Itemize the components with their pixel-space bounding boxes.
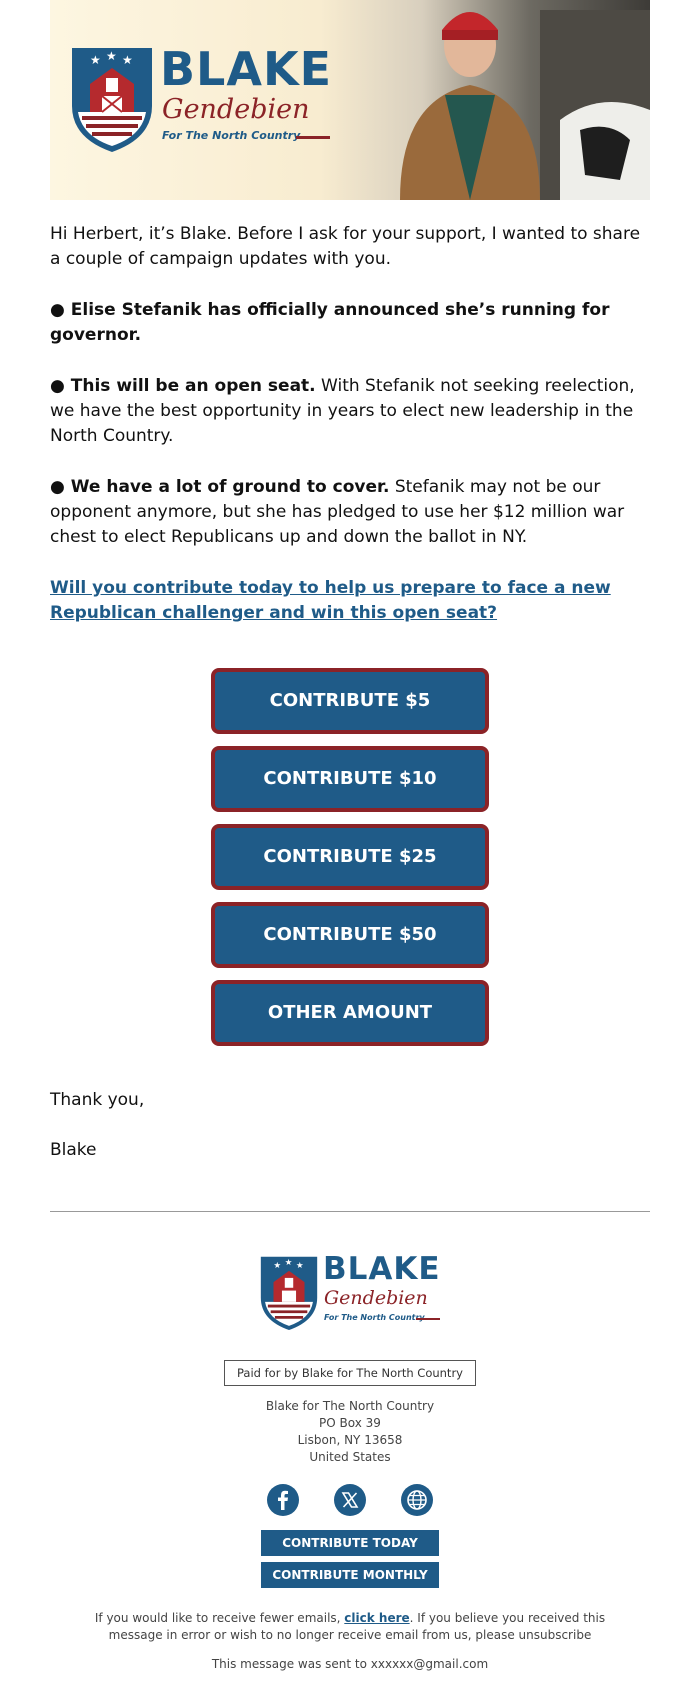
x-twitter-icon[interactable] (334, 1484, 366, 1516)
logo-tagline-rule (296, 136, 330, 139)
header-banner: ★ ★ ★ BLAKE Gendebien For The North Coun… (50, 0, 650, 200)
contribute-50-button[interactable]: CONTRIBUTE $50 (211, 902, 489, 968)
fewer-emails-text: If you would like to receive fewer email… (94, 1611, 345, 1625)
logo-word-blake: BLAKE (160, 42, 333, 96)
sent-to-notice: This message was sent to xxxxxx@gmail.co… (211, 1657, 489, 1671)
fewer-emails-link[interactable]: click here (344, 1611, 410, 1625)
contribute-monthly-button[interactable]: CONTRIBUTE MONTHLY (261, 1562, 439, 1588)
contribute-cta-link[interactable]: Will you contribute today to help us pre… (50, 578, 611, 623)
unsubscribe-text: . If you believe you received this messa… (108, 1611, 606, 1642)
bullet-open-seat-bold: ● This will be an open seat. (50, 376, 316, 396)
barn-shield-icon: ★ ★ ★ (72, 48, 152, 152)
campaign-logo: ★ ★ ★ BLAKE Gendebien For The North Coun… (68, 42, 338, 162)
globe-icon[interactable] (401, 1484, 433, 1516)
contribute-10-button[interactable]: CONTRIBUTE $10 (211, 746, 489, 812)
footer-logo-tagline: For The North Country (324, 1313, 425, 1322)
address-line: PO Box 39 (319, 1416, 381, 1430)
other-amount-button[interactable]: OTHER AMOUNT (211, 980, 489, 1046)
greeting-paragraph: Hi Herbert, it’s Blake. Before I ask for… (50, 224, 641, 269)
footer-barn-shield-icon: ★ ★ ★ (260, 1256, 318, 1331)
bullet-open-seat-text: With Stefanik not seeking reelection, we… (50, 376, 635, 446)
svg-text:★: ★ (285, 1257, 293, 1267)
svg-text:★: ★ (296, 1260, 304, 1270)
svg-text:★: ★ (106, 49, 117, 63)
footer-logo-word-gendebien: Gendebien (324, 1287, 428, 1309)
donate-button-group: CONTRIBUTE $5 CONTRIBUTE $10 CONTRIBUTE … (211, 668, 489, 1058)
contribute-today-button[interactable]: CONTRIBUTE TODAY (261, 1530, 439, 1556)
logo-word-gendebien: Gendebien (162, 94, 310, 125)
svg-text:★: ★ (274, 1260, 282, 1270)
bullet-stefanik-governor: ● Elise Stefanik has officially announce… (50, 300, 610, 345)
address-line: Lisbon, NY 13658 (297, 1433, 403, 1447)
paid-for-box: Paid for by Blake for The North Country (224, 1360, 476, 1386)
bullet-open-seat: ● This will be an open seat. With Stefan… (50, 374, 650, 449)
facebook-icon[interactable] (267, 1484, 299, 1516)
address-line: Blake for The North Country (265, 1399, 435, 1413)
svg-text:★: ★ (90, 53, 101, 67)
svg-text:★: ★ (122, 53, 133, 67)
mailing-address: Blake for The North Country PO Box 39 Li… (150, 1398, 550, 1466)
contribute-25-button[interactable]: CONTRIBUTE $25 (211, 824, 489, 890)
signoff-name: Blake (50, 1140, 97, 1160)
footer-logo-tagline-rule (416, 1318, 440, 1320)
footer-divider (50, 1211, 650, 1212)
signoff-thanks: Thank you, (50, 1090, 145, 1110)
candidate-photo (400, 10, 650, 200)
bullet-ground-to-cover: ● We have a lot of ground to cover. Stef… (50, 475, 650, 550)
unsubscribe-notice: If you would like to receive fewer email… (80, 1610, 620, 1644)
address-line: United States (309, 1450, 391, 1464)
cta-paragraph: Will you contribute today to help us pre… (50, 576, 650, 626)
bullet-ground-text: Stefanik may not be our opponent anymore… (50, 477, 625, 547)
footer-logo: ★ ★ ★ BLAKE Gendebien For The North Coun… (258, 1252, 448, 1336)
footer-logo-word-blake: BLAKE (323, 1251, 441, 1287)
bullet-ground-bold: ● We have a lot of ground to cover. (50, 477, 390, 497)
contribute-5-button[interactable]: CONTRIBUTE $5 (211, 668, 489, 734)
logo-tagline: For The North Country (162, 129, 301, 142)
